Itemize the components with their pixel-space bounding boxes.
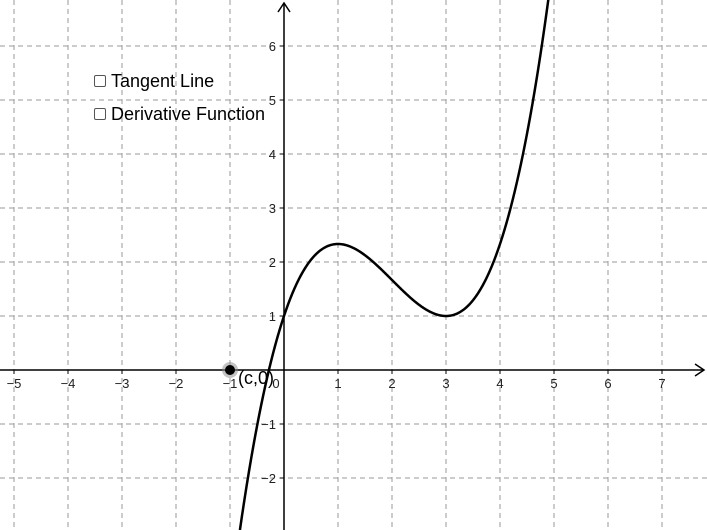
y-tick-label: 3 [269,201,276,216]
tangent-line-label: Tangent Line [111,70,215,91]
y-tick-label: 1 [269,309,276,324]
point-label: (c,0) [238,368,274,388]
derivative-function-checkbox[interactable]: Derivative Function [94,101,265,127]
y-tick-label: 5 [269,93,276,108]
x-tick-label: 2 [388,376,395,391]
x-tick-label: −3 [115,376,130,391]
y-tick-label: 4 [269,147,276,162]
x-tick-label: 7 [658,376,665,391]
y-axis-arrow [277,1,291,13]
x-tick-label: 5 [550,376,557,391]
checkbox-icon[interactable] [94,75,106,87]
x-tick-label: 3 [442,376,449,391]
y-tick-label: 2 [269,255,276,270]
y-tick-label: 6 [269,39,276,54]
x-tick-label: 4 [496,376,503,391]
x-tick-label: −5 [7,376,22,391]
point-c[interactable]: (c,0) [222,362,274,388]
tick-labels: −5 −4 −3 −2 −1 0 1 2 3 4 5 6 7 −2 −1 1 2 3 4 5 6 [7,39,666,486]
x-axis-arrow [694,363,706,377]
y-tick-label: −1 [261,417,276,432]
x-tick-label: 1 [334,376,341,391]
y-tick-label: −2 [261,471,276,486]
x-tick-label: −4 [61,376,76,391]
checkbox-icon[interactable] [94,108,106,120]
derivative-function-label: Derivative Function [111,103,266,124]
x-tick-label: 0 [272,376,279,391]
x-tick-label: −2 [169,376,184,391]
x-tick-label: −1 [223,376,238,391]
function-curve[interactable] [238,0,551,530]
tangent-line-checkbox[interactable]: Tangent Line [94,68,214,94]
point-dot[interactable] [225,365,235,375]
x-tick-label: 6 [604,376,611,391]
